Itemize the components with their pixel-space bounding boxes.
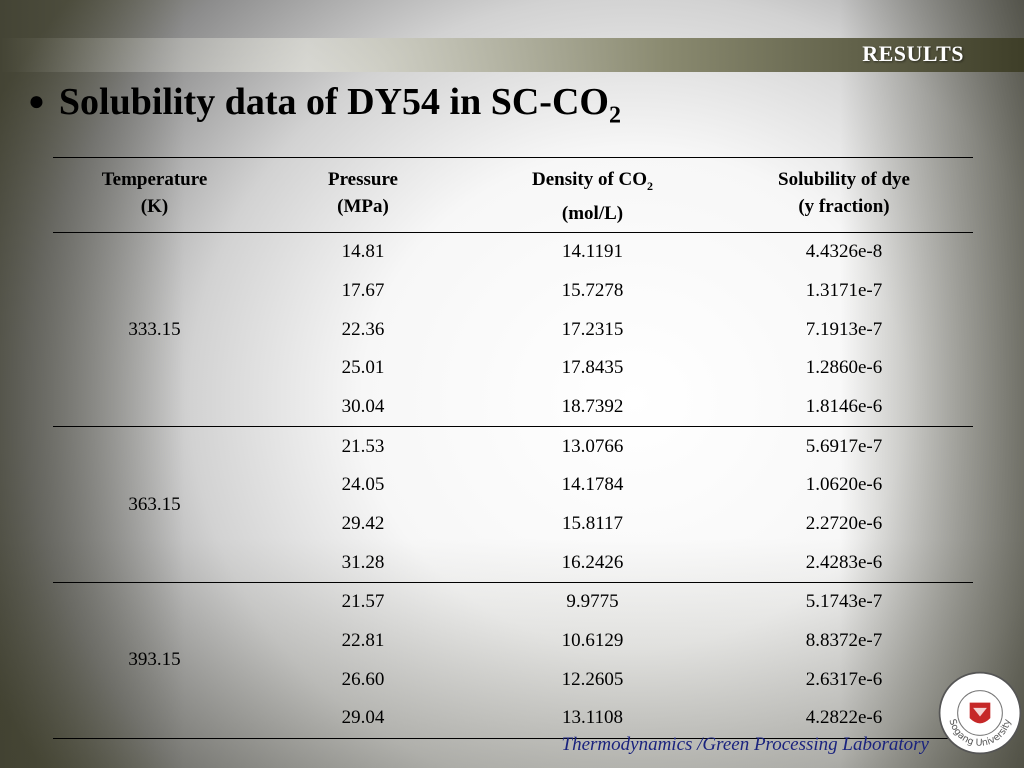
solubility-cell: 4.2822e-6 [715,699,973,739]
density-cell: 16.2426 [470,543,715,583]
solubility-cell: 5.1743e-7 [805,591,883,613]
slide-title-text: Solubility data of DY54 in SC-CO [58,81,609,123]
pressure-cell: 14.81 [341,241,385,263]
density-cell: 17.8435 [561,357,624,379]
pressure-cell: 29.04 [256,699,470,739]
density-cell: 14.1784 [561,474,624,496]
section-label: RESULTS [862,41,964,66]
solubility-table: Temperature (K) Pressure (MPa) Density of … [53,157,973,739]
table-row: 22.36 17.2315 7.1913e-7 [53,310,973,349]
density-cell: 18.7392 [470,387,715,428]
solubility-cell: 1.0620e-6 [805,474,883,496]
university-seal-icon: Sogang University [938,671,1022,755]
solubility-cell: 1.8146e-6 [715,387,973,428]
table-row: 29.42 15.8117 2.2720e-6 [53,505,973,544]
table-row: 29.04 13.1108 4.2822e-6 [53,699,973,739]
table-row: 333.15 14.81 14.1191 4.4326e-8 [53,232,973,428]
pressure-cell: 21.53 [341,435,385,457]
pressure-cell: 29.42 [341,512,385,534]
pressure-cell: 22.81 [341,630,385,652]
temperature-cell: 393.15 [53,582,256,739]
solubility-cell: 2.2720e-6 [805,512,883,534]
lab-name-footer: Thermodynamics /Green Processing Laborat… [561,734,929,755]
density-cell: 15.8117 [561,512,624,534]
seal-shield-emblem [973,707,987,717]
table-header-row: Temperature (K) Pressure (MPa) Density of … [53,157,973,233]
column-header-density: Density of CO2 (mol/L) [470,157,715,233]
solubility-cell: 2.6317e-6 [805,668,883,690]
density-cell: 17.2315 [561,318,624,340]
table-row: 24.05 14.1784 1.0620e-6 [53,466,973,505]
solubility-cell: 5.6917e-7 [805,435,883,457]
table-row: 31.28 16.2426 2.4283e-6 [53,543,973,583]
density-cell: 9.9775 [566,591,619,613]
density-cell: 13.1108 [470,699,715,739]
pressure-cell: 24.05 [341,474,385,496]
density-cell: 14.1191 [561,241,624,263]
pressure-cell: 31.28 [256,543,470,583]
table-row: 26.60 12.2605 2.6317e-6 [53,660,973,699]
solubility-cell: 7.1913e-7 [805,318,883,340]
table-row: 25.01 17.8435 1.2860e-6 [53,349,973,388]
solubility-cell: 2.4283e-6 [715,543,973,583]
pressure-cell: 17.67 [341,279,385,301]
solubility-cell: 1.3171e-7 [805,279,883,301]
temperature-cell: 333.15 [53,232,256,428]
pressure-cell: 30.04 [256,387,470,428]
header-banner [0,38,1024,72]
pressure-cell: 26.60 [341,668,385,690]
table-row: 30.04 18.7392 1.8146e-6 [53,387,973,428]
table-body: 333.15 14.81 14.1191 4.4326e-8 17.67 15.7278 1… [53,232,973,739]
pressure-cell: 25.01 [341,357,385,379]
column-header-temperature: Temperature (K) [53,157,256,233]
slide-title: ● Solubility data of DY54 in SC-CO2 [28,80,621,130]
pressure-cell: 22.36 [341,318,385,340]
slide-title-subscript: 2 [608,102,621,129]
temperature-cell: 363.15 [53,426,256,583]
column-header-solubility: Solubility of dye (y fraction) [715,157,973,233]
density-cell: 12.2605 [561,668,624,690]
density-cell: 13.0766 [561,435,624,457]
column-header-pressure: Pressure (MPa) [256,157,470,233]
density-cell: 15.7278 [561,279,624,301]
solubility-cell: 1.2860e-6 [805,357,883,379]
table-row: 393.15 21.57 9.9775 5.1743e-7 [53,582,973,739]
pressure-cell: 21.57 [341,591,385,613]
density-cell: 10.6129 [561,630,624,652]
solubility-cell: 4.4326e-8 [805,241,883,263]
table-row: 22.81 10.6129 8.8372e-7 [53,622,973,661]
solubility-cell: 8.8372e-7 [805,630,883,652]
bullet-icon: ● [28,86,45,117]
table-row: 17.67 15.7278 1.3171e-7 [53,271,973,310]
table-row: 363.15 21.53 13.0766 5.6917e-7 [53,426,973,583]
